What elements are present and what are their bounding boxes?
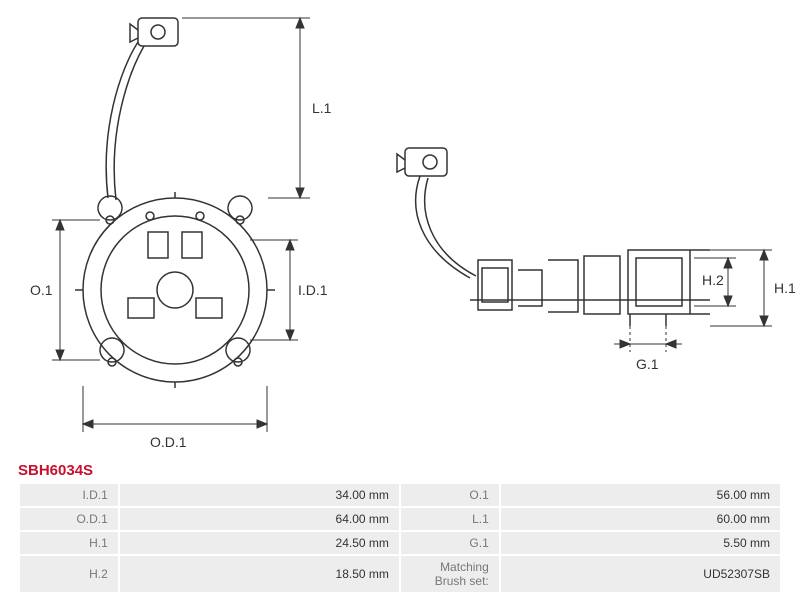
spec-label: I.D.1 bbox=[19, 483, 119, 507]
spec-value: UD52307SB bbox=[500, 555, 781, 593]
spec-value: 5.50 mm bbox=[500, 531, 781, 555]
dim-label-o1: O.1 bbox=[30, 282, 53, 298]
table-row: H.1 24.50 mm G.1 5.50 mm bbox=[19, 531, 781, 555]
spec-table: I.D.1 34.00 mm O.1 56.00 mm O.D.1 64.00 … bbox=[18, 482, 782, 594]
spec-label: G.1 bbox=[400, 531, 500, 555]
spec-value: 24.50 mm bbox=[119, 531, 400, 555]
table-row: H.2 18.50 mm Matching Brush set: UD52307… bbox=[19, 555, 781, 593]
technical-drawing: L.1 I.D.1 O.1 O.D.1 H.1 H.2 G.1 bbox=[0, 0, 800, 460]
table-row: O.D.1 64.00 mm L.1 60.00 mm bbox=[19, 507, 781, 531]
spec-label: H.2 bbox=[19, 555, 119, 593]
dim-label-od1: O.D.1 bbox=[150, 434, 187, 450]
spec-value: 60.00 mm bbox=[500, 507, 781, 531]
spec-label: O.D.1 bbox=[19, 507, 119, 531]
dim-label-g1: G.1 bbox=[636, 356, 659, 372]
spec-label: L.1 bbox=[400, 507, 500, 531]
drawing-svg bbox=[0, 0, 800, 460]
spec-value: 56.00 mm bbox=[500, 483, 781, 507]
spec-value: 64.00 mm bbox=[119, 507, 400, 531]
table-row: I.D.1 34.00 mm O.1 56.00 mm bbox=[19, 483, 781, 507]
dim-label-l1: L.1 bbox=[312, 100, 331, 116]
dim-label-h2: H.2 bbox=[702, 272, 724, 288]
spec-label: Matching Brush set: bbox=[400, 555, 500, 593]
part-number: SBH6034S bbox=[18, 462, 93, 479]
dim-label-id1: I.D.1 bbox=[298, 282, 328, 298]
dim-label-h1: H.1 bbox=[774, 280, 796, 296]
spec-value: 18.50 mm bbox=[119, 555, 400, 593]
spec-label: H.1 bbox=[19, 531, 119, 555]
spec-label: O.1 bbox=[400, 483, 500, 507]
spec-value: 34.00 mm bbox=[119, 483, 400, 507]
